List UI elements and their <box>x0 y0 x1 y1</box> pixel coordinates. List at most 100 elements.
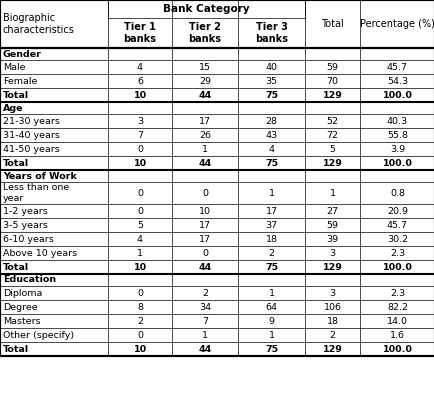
Text: 54.3: 54.3 <box>386 77 407 86</box>
Text: 55.8: 55.8 <box>386 131 407 140</box>
Text: 17: 17 <box>198 117 210 126</box>
Text: 4: 4 <box>137 234 143 243</box>
Text: 129: 129 <box>322 344 342 353</box>
Text: Other (specify): Other (specify) <box>3 330 74 339</box>
Text: 3: 3 <box>329 288 335 297</box>
Text: 10: 10 <box>133 159 146 168</box>
Text: 10: 10 <box>133 91 146 100</box>
Text: 4: 4 <box>137 63 143 72</box>
Text: Less than one
year: Less than one year <box>3 183 69 203</box>
Text: 1: 1 <box>137 248 143 258</box>
Text: Gender: Gender <box>3 49 42 59</box>
Text: Total: Total <box>320 19 343 29</box>
Text: 17: 17 <box>198 234 210 243</box>
Text: 59: 59 <box>326 63 338 72</box>
Text: 18: 18 <box>326 316 338 325</box>
Text: Bank Category: Bank Category <box>163 4 249 14</box>
Text: 129: 129 <box>322 91 342 100</box>
Text: 35: 35 <box>265 77 277 86</box>
Text: Biographic
characteristics: Biographic characteristics <box>3 13 75 35</box>
Text: 4: 4 <box>268 145 274 154</box>
Text: Male: Male <box>3 63 26 72</box>
Text: 9: 9 <box>268 316 274 325</box>
Text: 37: 37 <box>265 220 277 229</box>
Text: 106: 106 <box>323 302 341 311</box>
Text: 3.9: 3.9 <box>389 145 404 154</box>
Text: Years of Work: Years of Work <box>3 171 77 180</box>
Text: 44: 44 <box>198 91 211 100</box>
Text: 40.3: 40.3 <box>386 117 407 126</box>
Text: 0: 0 <box>137 330 143 339</box>
Text: Tier 3
banks: Tier 3 banks <box>254 22 287 44</box>
Text: 129: 129 <box>322 159 342 168</box>
Text: 0: 0 <box>201 189 207 197</box>
Text: 26: 26 <box>198 131 210 140</box>
Text: Education: Education <box>3 276 56 285</box>
Text: 40: 40 <box>265 63 277 72</box>
Text: 5: 5 <box>137 220 143 229</box>
Text: 6-10 years: 6-10 years <box>3 234 54 243</box>
Text: 14.0: 14.0 <box>386 316 407 325</box>
Text: 10: 10 <box>133 344 146 353</box>
Text: 6: 6 <box>137 77 143 86</box>
Text: 0.8: 0.8 <box>389 189 404 197</box>
Text: 59: 59 <box>326 220 338 229</box>
Text: 75: 75 <box>264 262 277 272</box>
Text: 21-30 years: 21-30 years <box>3 117 60 126</box>
Text: 7: 7 <box>137 131 143 140</box>
Text: Diploma: Diploma <box>3 288 42 297</box>
Text: 100.0: 100.0 <box>381 344 411 353</box>
Text: 1.6: 1.6 <box>389 330 404 339</box>
Text: 2: 2 <box>201 288 207 297</box>
Text: 1: 1 <box>268 189 274 197</box>
Text: 2: 2 <box>137 316 143 325</box>
Text: 17: 17 <box>265 206 277 215</box>
Text: 1: 1 <box>201 145 207 154</box>
Text: 0: 0 <box>137 288 143 297</box>
Text: 2.3: 2.3 <box>389 248 404 258</box>
Text: 31-40 years: 31-40 years <box>3 131 60 140</box>
Text: 82.2: 82.2 <box>386 302 407 311</box>
Text: 1: 1 <box>268 288 274 297</box>
Text: 2: 2 <box>268 248 274 258</box>
Text: 3: 3 <box>137 117 143 126</box>
Text: 2.3: 2.3 <box>389 288 404 297</box>
Text: 129: 129 <box>322 262 342 272</box>
Text: 75: 75 <box>264 344 277 353</box>
Text: 70: 70 <box>326 77 338 86</box>
Text: 45.7: 45.7 <box>386 220 407 229</box>
Text: 17: 17 <box>198 220 210 229</box>
Text: Total: Total <box>3 159 29 168</box>
Text: 41-50 years: 41-50 years <box>3 145 59 154</box>
Text: 0: 0 <box>201 248 207 258</box>
Text: 27: 27 <box>326 206 338 215</box>
Text: Tier 1
banks: Tier 1 banks <box>123 22 156 44</box>
Text: 3: 3 <box>329 248 335 258</box>
Text: 43: 43 <box>265 131 277 140</box>
Text: Age: Age <box>3 103 23 112</box>
Text: 52: 52 <box>326 117 338 126</box>
Text: 44: 44 <box>198 344 211 353</box>
Text: 100.0: 100.0 <box>381 262 411 272</box>
Text: Total: Total <box>3 91 29 100</box>
Text: 28: 28 <box>265 117 277 126</box>
Text: 8: 8 <box>137 302 143 311</box>
Text: 44: 44 <box>198 159 211 168</box>
Bar <box>0 0 434 356</box>
Text: 1: 1 <box>329 189 335 197</box>
Text: 1-2 years: 1-2 years <box>3 206 48 215</box>
Text: 29: 29 <box>198 77 210 86</box>
Text: 0: 0 <box>137 189 143 197</box>
Text: 1: 1 <box>268 330 274 339</box>
Text: 39: 39 <box>326 234 338 243</box>
Text: 44: 44 <box>198 262 211 272</box>
Text: 72: 72 <box>326 131 338 140</box>
Text: 30.2: 30.2 <box>386 234 407 243</box>
Text: 7: 7 <box>201 316 207 325</box>
Text: 3-5 years: 3-5 years <box>3 220 48 229</box>
Text: 5: 5 <box>329 145 335 154</box>
Text: 10: 10 <box>198 206 210 215</box>
Text: Degree: Degree <box>3 302 37 311</box>
Bar <box>0 0 434 356</box>
Text: Above 10 years: Above 10 years <box>3 248 77 258</box>
